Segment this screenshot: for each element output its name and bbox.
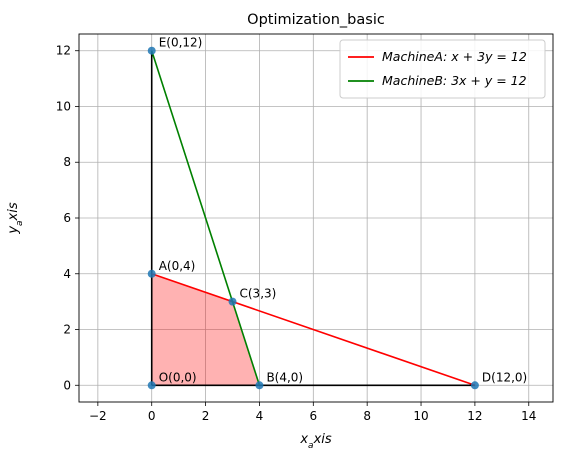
point-label-o: O(0,0) [159,370,197,384]
point-label-d: D(12,0) [482,370,527,384]
point-marker-e [147,46,156,55]
boundary-layer [150,50,475,387]
legend: MachineA: x + 3y = 12 MachineB: 3x + y = … [339,39,546,99]
x-tick-label: −2 [89,409,107,423]
y-tick-label: 6 [63,211,71,225]
legend-label-machine-a: MachineA: x + 3y = 12 [382,49,527,64]
series-line-machine-a [151,273,476,387]
y-tick-label: 4 [63,267,71,281]
x-tick-label: 6 [309,409,317,423]
x-tick-label: 4 [256,409,264,423]
point-label-c: C(3,3) [240,287,277,301]
x-axis-label: xaxis [299,432,332,451]
point-marker-o [147,381,156,390]
x-tick-label: 10 [413,409,428,423]
x-tick-label: 0 [148,409,156,423]
point-marker-c [228,297,237,306]
legend-box [339,39,546,99]
point-marker-d [470,381,479,390]
y-tick-label: 10 [56,99,71,113]
chart-title: Optimization_basic [247,12,385,28]
ticks-layer: −2 0 2 4 6 8 10 12 14 0 2 4 6 8 10 12 [56,44,537,423]
point-marker-a [147,269,156,278]
point-label-e: E(0,12) [159,36,203,50]
y-tick-label: 8 [63,155,71,169]
y-tick-label: 12 [56,44,71,58]
y-tick-label: 2 [63,323,71,337]
y-axis-label: yaxis [6,202,25,235]
x-tick-label: 8 [363,409,371,423]
y-tick-label: 0 [63,378,71,392]
x-tick-label: 14 [521,409,536,423]
point-label-a: A(0,4) [159,259,196,273]
series-line-machine-b [150,50,261,386]
x-tick-label: 12 [467,409,482,423]
x-tick-label: 2 [202,409,210,423]
point-marker-b [255,381,264,390]
legend-label-machine-b: MachineB: 3x + y = 12 [382,73,527,88]
series-layer [150,50,476,387]
point-label-b: B(4,0) [266,370,303,384]
points-layer: O(0,0) A(0,4) B(4,0) C(3,3) D(12,0) E(0,12) [147,36,527,390]
